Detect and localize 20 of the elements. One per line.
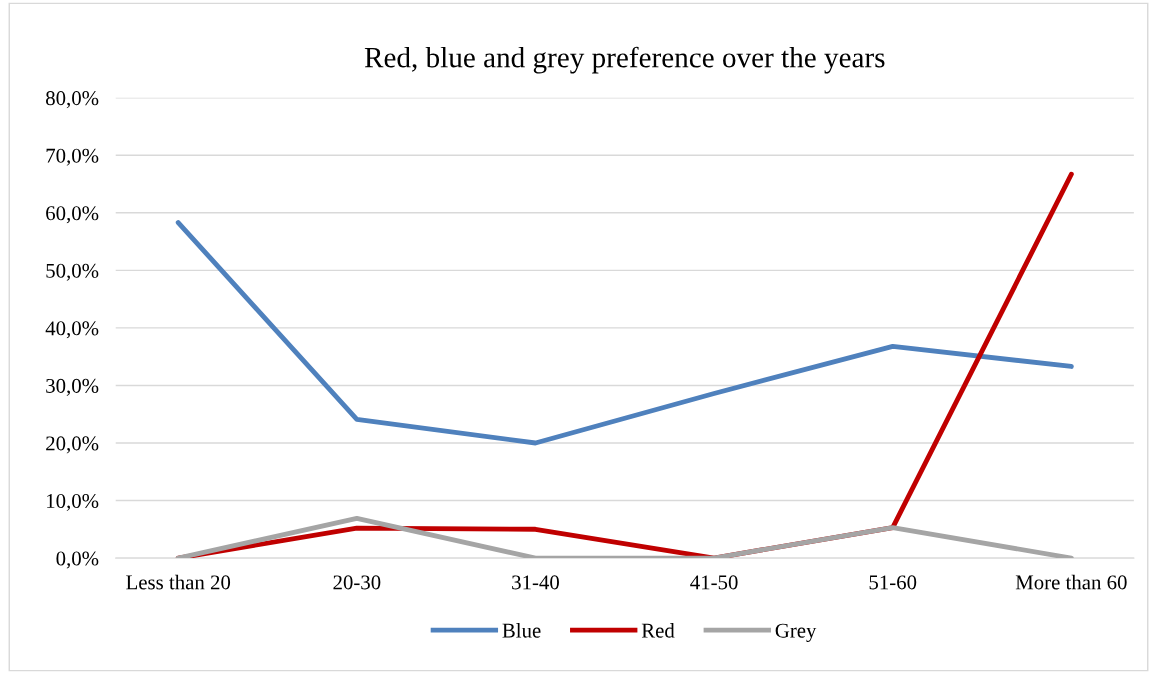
y-tick-label: 40,0% [45, 321, 99, 339]
y-tick-label: 20,0% [46, 436, 99, 454]
chart-title: Red, blue and grey preference over the years [364, 46, 885, 74]
x-tick-label: More than 60 [1015, 574, 1127, 590]
y-tick-label: 70,0% [46, 148, 99, 166]
line-series [175, 220, 1074, 446]
y-tick-label: 80,0% [46, 91, 99, 109]
x-tick-label: 41-50 [690, 575, 738, 590]
y-tick-label: 0,0% [56, 551, 99, 569]
y-tick-label: 30,0% [46, 378, 99, 396]
y-tick-label: 10,0% [47, 493, 99, 511]
legend-label: Blue [502, 622, 541, 638]
x-tick-label: Less than 20 [126, 574, 231, 590]
x-tick-label: 51-60 [869, 575, 917, 590]
legend-label: Red [641, 622, 675, 638]
x-tick-label: 20-30 [333, 575, 381, 590]
x-tick-label: 31-40 [512, 575, 559, 590]
legend-label: Grey [775, 623, 817, 642]
y-tick-label: 50,0% [46, 263, 99, 281]
y-tick-label: 60,0% [46, 206, 99, 224]
